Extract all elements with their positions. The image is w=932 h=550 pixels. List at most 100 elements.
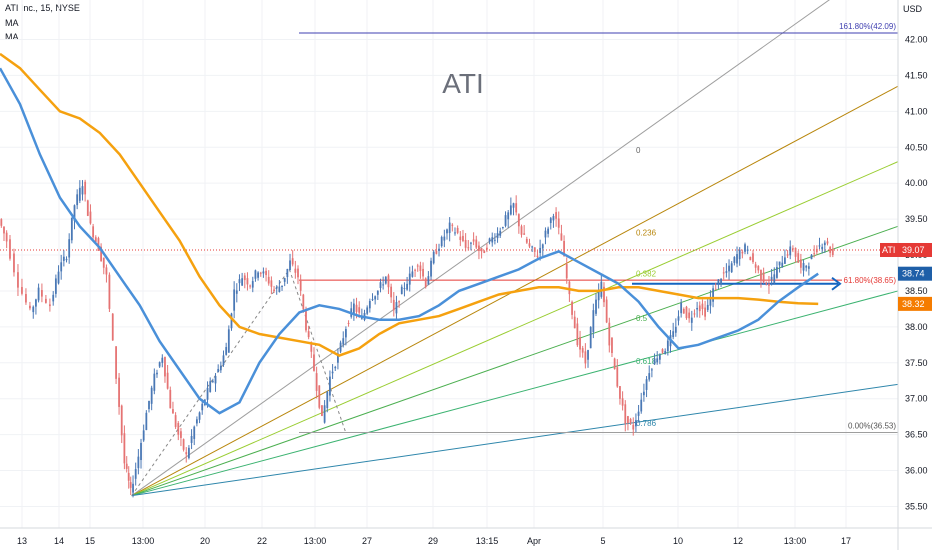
- candle-body: [3, 226, 5, 234]
- candle-body: [496, 233, 499, 239]
- candle-body: [587, 350, 589, 360]
- candle-body: [360, 317, 363, 319]
- ma-slow-tag: 38.32: [898, 296, 932, 311]
- candle-body: [86, 200, 89, 216]
- candle-body: [278, 286, 281, 292]
- candle-body: [493, 239, 496, 241]
- candle-body: [297, 268, 299, 278]
- candle-body: [658, 354, 661, 360]
- symbol-title[interactable]: ATI Inc., 15, NYSE: [5, 3, 80, 13]
- candle-body: [454, 232, 456, 234]
- candle-body: [246, 278, 249, 285]
- candle-body: [235, 290, 238, 294]
- candle-body: [595, 299, 597, 314]
- candle-body: [270, 280, 273, 287]
- time-tick-label: 13: [17, 536, 27, 546]
- time-tick-label: 12: [733, 536, 743, 546]
- candle-body: [398, 301, 401, 303]
- candle-body: [329, 376, 331, 396]
- candle-body: [541, 244, 544, 249]
- price-tick-label: 35.50: [905, 501, 928, 511]
- moving-averages: [0, 52, 819, 415]
- candle-body: [674, 326, 677, 333]
- candle-body: [605, 299, 608, 323]
- candle-body: [619, 386, 621, 399]
- candle-body: [222, 355, 225, 365]
- candle-body: [531, 246, 534, 248]
- candle-body: [728, 265, 730, 272]
- candle-body: [539, 247, 542, 253]
- candle-body: [339, 342, 342, 352]
- time-tick-label: 5: [600, 536, 605, 546]
- time-tick-label: 15: [85, 536, 95, 546]
- candle-body: [488, 238, 491, 242]
- time-tick-label: 13:00: [132, 536, 155, 546]
- candle-body: [515, 203, 518, 213]
- time-tick-label: 13:00: [784, 536, 807, 546]
- candle-body: [501, 226, 504, 228]
- candle-body: [792, 248, 794, 250]
- candle-body: [451, 224, 454, 226]
- candle-body: [355, 304, 358, 312]
- candle-body: [430, 260, 432, 277]
- candle-body: [443, 236, 446, 241]
- ma-fast-tag-text: 38.74: [902, 269, 925, 279]
- candle-body: [241, 278, 244, 286]
- time-axis[interactable]: 13 14 15 13:00 20 22 13:00 27 29 13:15 Apr 5 10 12 13:…: [0, 527, 932, 546]
- candle-body: [826, 241, 829, 244]
- candle-body: [9, 239, 11, 259]
- candle-body: [0, 219, 3, 226]
- candle-body: [690, 317, 693, 323]
- candle-body: [342, 338, 345, 345]
- candle-body: [818, 245, 821, 247]
- candle-body: [781, 262, 784, 268]
- last-price-tag-text: 39.07: [902, 245, 925, 255]
- ma-fast-line: [0, 67, 819, 415]
- fib-fan-label: 0.618: [636, 357, 657, 366]
- candle-body: [648, 373, 651, 380]
- candle-body: [382, 284, 385, 286]
- candle-body: [334, 366, 337, 369]
- price-tick-label: 36.50: [905, 430, 928, 440]
- candle-body: [773, 274, 776, 284]
- fib-fan-label: 0: [636, 146, 641, 155]
- watermark: ATI: [442, 68, 483, 99]
- candle-body: [661, 349, 664, 353]
- candle-body: [233, 289, 236, 311]
- candle-body: [757, 266, 760, 271]
- candle-body: [432, 251, 435, 264]
- candle-body: [275, 286, 278, 289]
- candle-body: [352, 303, 355, 314]
- candle-body: [118, 377, 120, 407]
- candle-body: [259, 272, 262, 274]
- candle-body: [810, 254, 813, 260]
- fib-fan-label: 0.786: [636, 419, 657, 428]
- candle-body: [123, 433, 126, 464]
- price-tick-label: 40.00: [905, 178, 928, 188]
- time-tick-label: 14: [54, 536, 64, 546]
- candle-body: [621, 398, 624, 406]
- candle-body: [134, 469, 137, 479]
- candle-body: [696, 307, 699, 310]
- candle-body: [682, 308, 685, 314]
- candle-body: [509, 205, 512, 215]
- candle-body: [547, 228, 550, 234]
- candle-body: [44, 298, 47, 303]
- price-axis[interactable]: 42.0041.5041.0040.5040.0039.5039.0038.50…: [897, 0, 928, 550]
- ma-slow-line: [0, 52, 819, 357]
- candle-body: [54, 278, 57, 294]
- candle-body: [523, 233, 526, 235]
- candle-body: [313, 354, 315, 371]
- indicator-ma-2[interactable]: MA: [5, 32, 19, 42]
- candle-body: [172, 409, 174, 414]
- time-tick-label: Apr: [527, 536, 541, 546]
- candle-body: [565, 264, 568, 279]
- candle-body: [560, 233, 563, 241]
- candle-body: [730, 263, 733, 273]
- candle-body: [302, 294, 305, 309]
- candle-body: [387, 275, 390, 288]
- indicator-ma-1[interactable]: MA: [5, 18, 19, 28]
- candle-body: [770, 276, 773, 280]
- fib-fan-line: [131, 225, 899, 497]
